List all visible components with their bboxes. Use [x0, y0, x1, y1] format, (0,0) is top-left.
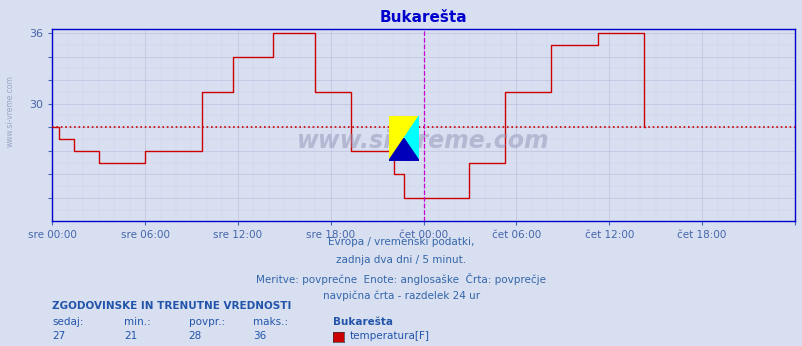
- Polygon shape: [388, 116, 419, 161]
- Text: 36: 36: [253, 331, 266, 341]
- Text: povpr.:: povpr.:: [188, 317, 225, 327]
- Text: maks.:: maks.:: [253, 317, 288, 327]
- Text: ZGODOVINSKE IN TRENUTNE VREDNOSTI: ZGODOVINSKE IN TRENUTNE VREDNOSTI: [52, 301, 291, 311]
- Text: min.:: min.:: [124, 317, 151, 327]
- Polygon shape: [388, 138, 419, 161]
- Text: navpična črta - razdelek 24 ur: navpična črta - razdelek 24 ur: [322, 291, 480, 301]
- Text: www.si-vreme.com: www.si-vreme.com: [6, 75, 15, 147]
- Text: www.si-vreme.com: www.si-vreme.com: [297, 129, 549, 153]
- Text: Evropa / vremenski podatki,: Evropa / vremenski podatki,: [328, 237, 474, 247]
- Text: zadnja dva dni / 5 minut.: zadnja dva dni / 5 minut.: [336, 255, 466, 265]
- Text: 27: 27: [52, 331, 66, 341]
- Text: Meritve: povprečne  Enote: anglosaške  Črta: povprečje: Meritve: povprečne Enote: anglosaške Črt…: [256, 273, 546, 285]
- Text: temperatura[F]: temperatura[F]: [349, 331, 429, 341]
- Text: Bukarešta: Bukarešta: [333, 317, 393, 327]
- Text: sedaj:: sedaj:: [52, 317, 83, 327]
- Text: 21: 21: [124, 331, 138, 341]
- Title: Bukarešta: Bukarešta: [379, 10, 467, 26]
- Polygon shape: [403, 116, 419, 161]
- Text: 28: 28: [188, 331, 202, 341]
